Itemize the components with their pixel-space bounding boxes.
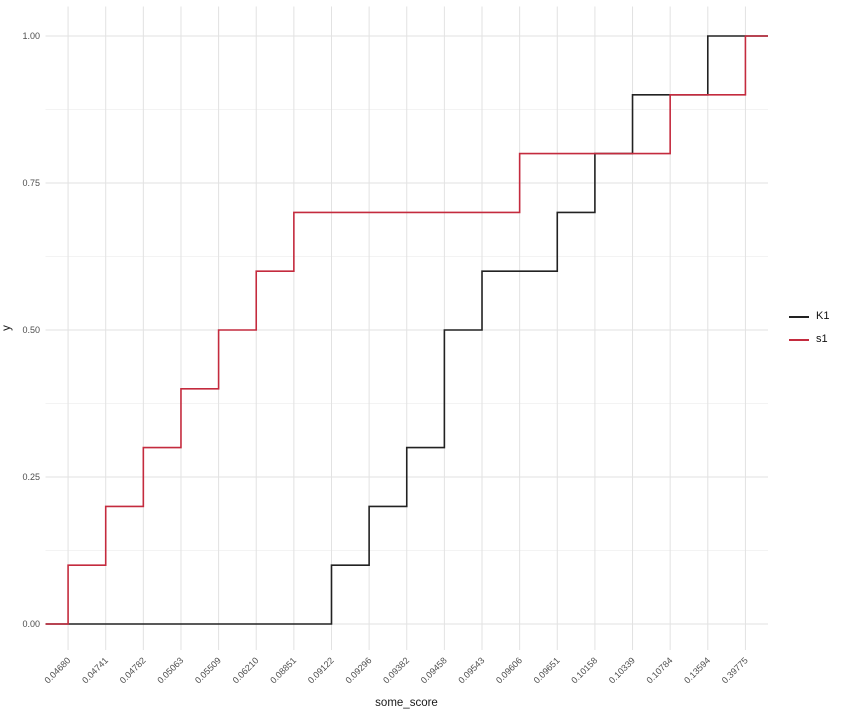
x-tick-label: 0.09458 [419,655,449,685]
x-tick-label: 0.04680 [42,655,72,685]
series-s1-line [45,35,768,625]
x-tick-label: 0.09122 [306,655,336,685]
legend-entry-s1: s1 [789,333,829,346]
x-tick-label: 0.10339 [607,655,637,685]
x-tick-label: 0.06210 [231,655,261,685]
y-tick-label: 0.50 [22,325,40,335]
x-tick-label: 0.09543 [456,655,486,685]
legend-label-s1: s1 [816,333,828,345]
x-tick-label: 0.09296 [343,655,373,685]
series-K1-line [45,35,768,625]
legend-entry-k1: K1 [789,310,829,323]
x-tick-label: 0.10784 [644,655,674,685]
x-tick-label: 0.08851 [268,655,298,685]
x-tick-label: 0.39775 [720,655,750,685]
legend: K1 s1 [789,310,829,346]
y-tick-label: 0.75 [22,178,40,188]
x-tick-label: 0.09651 [532,655,562,685]
x-tick-label: 0.09606 [494,655,524,685]
y-tick-label: 1.00 [22,31,40,41]
y-tick-label: 0.25 [22,472,40,482]
y-axis-title: y [0,325,13,331]
x-axis-title: some_score [375,697,438,709]
x-tick-label: 0.10158 [569,655,599,685]
x-tick-label: 0.09382 [381,655,411,685]
x-tick-label: 0.05509 [193,655,223,685]
legend-key-line-k1 [789,315,809,318]
x-tick-label: 0.04782 [118,655,148,685]
x-tick-label: 0.13594 [682,655,712,685]
x-tick-label: 0.05063 [155,655,185,685]
legend-key-line-s1 [789,338,809,341]
legend-label-k1: K1 [816,310,830,322]
y-tick-label: 0.00 [22,619,40,629]
x-tick-label: 0.04741 [80,655,110,685]
